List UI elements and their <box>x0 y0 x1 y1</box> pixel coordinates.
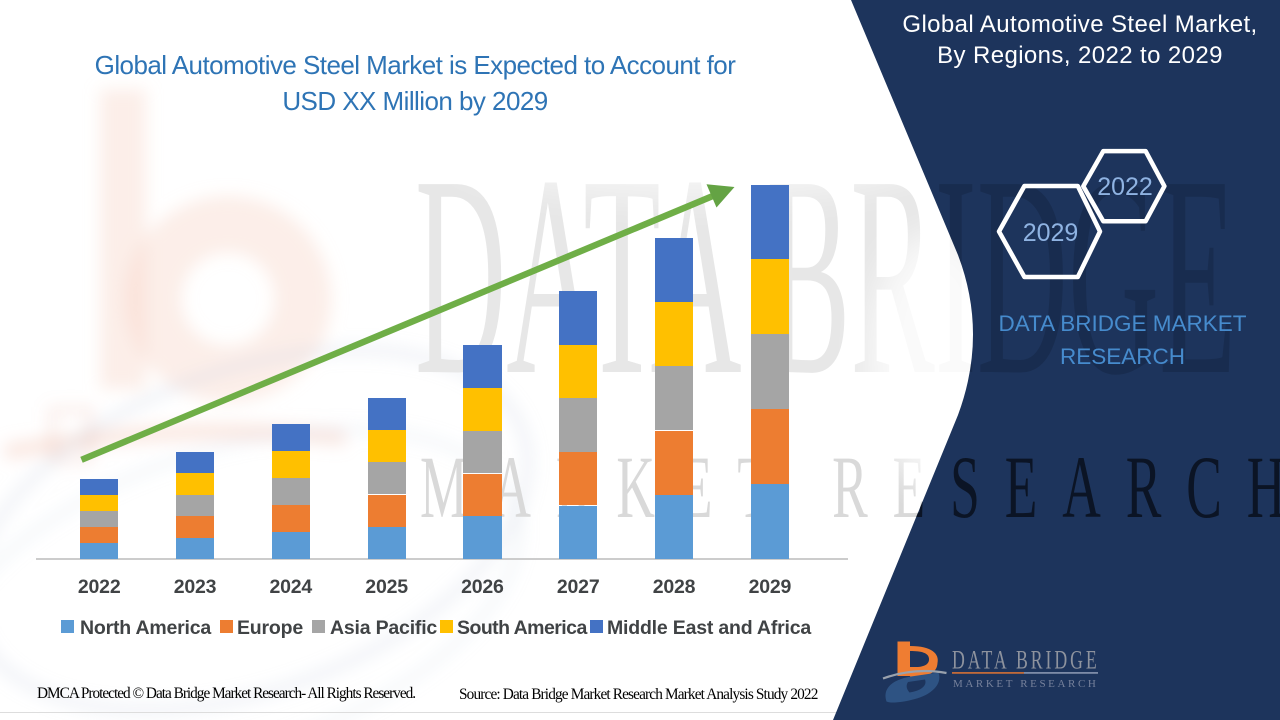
svg-text:MARKET RESEARCH: MARKET RESEARCH <box>953 678 1098 690</box>
svg-text:2029: 2029 <box>1023 219 1079 247</box>
svg-text:2022: 2022 <box>1097 173 1153 201</box>
svg-text:DATA BRIDGE: DATA BRIDGE <box>952 645 1097 674</box>
